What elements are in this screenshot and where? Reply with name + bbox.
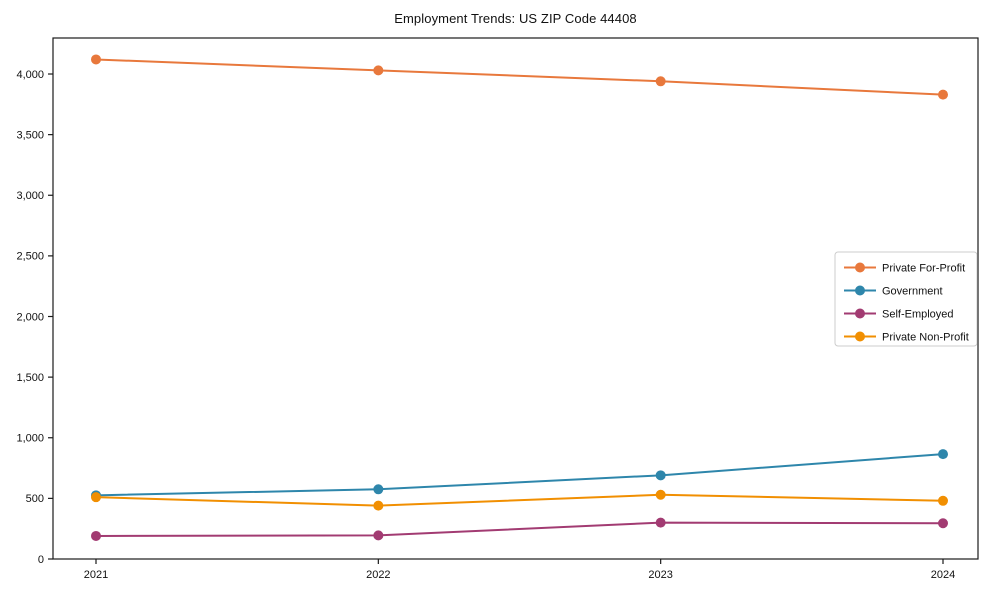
series-self-employed [91, 517, 948, 541]
data-point-private-for-profit-2024 [938, 89, 948, 100]
legend-item-private-for-profit: Private For-Profit [844, 262, 965, 274]
series-private-non-profit [91, 489, 948, 511]
series-line-private-for-profit [95, 58, 944, 96]
y-axis-tick-label: 2,500 [16, 251, 44, 263]
y-axis-tick-label: 1,500 [16, 372, 44, 384]
x-axis-tick-label: 2024 [931, 569, 955, 581]
data-point-self-employed-2023 [655, 517, 666, 528]
legend-item-label: Self-Employed [882, 308, 954, 320]
data-point-private-for-profit-2022 [373, 65, 384, 76]
legend-box [834, 251, 978, 347]
legend-marker [855, 285, 865, 296]
data-point-government-2024 [938, 449, 948, 460]
data-point-private-non-profit-2023 [655, 489, 666, 500]
legend-item-label: Private For-Profit [882, 262, 965, 274]
data-point-private-for-profit-2021 [91, 54, 101, 65]
legend-marker [855, 308, 865, 319]
x-axis-tick-label: 2021 [84, 569, 108, 581]
y-axis-tick-label: 500 [26, 493, 44, 505]
legend: Private For-Profit Government Self-Employe… [834, 251, 978, 347]
x-axis-tick-label: 2023 [648, 569, 672, 581]
data-point-self-employed-2022 [373, 530, 384, 541]
data-point-private-non-profit-2024 [938, 495, 948, 506]
legend-item-private-non-profit: Private Non-Profit [844, 331, 969, 343]
series-line-government [95, 453, 944, 497]
y-axis-tick-label: 3,500 [16, 129, 44, 141]
legend-item-label: Government [882, 285, 943, 297]
legend-item-label: Private Non-Profit [882, 331, 969, 343]
legend-item-self-employed: Self-Employed [844, 308, 954, 320]
chart-title: Employment Trends: US ZIP Code 44408 [394, 11, 637, 26]
data-point-government-2022 [373, 484, 384, 495]
legend-marker [855, 262, 865, 273]
series-line-private-non-profit [95, 493, 944, 507]
x-axis-tick-label: 2022 [366, 569, 390, 581]
data-point-private-for-profit-2023 [655, 76, 666, 87]
y-axis-tick-label: 4,000 [16, 69, 44, 81]
data-point-government-2023 [655, 470, 666, 481]
series-government [91, 449, 948, 501]
data-point-private-non-profit-2022 [373, 500, 384, 511]
data-point-self-employed-2024 [938, 518, 948, 529]
y-axis-tick-label: 3,000 [16, 190, 44, 202]
data-point-self-employed-2021 [91, 530, 101, 541]
plot-border [52, 37, 979, 560]
y-axis-tick-label: 2,000 [16, 311, 44, 323]
series-line-self-employed [95, 521, 944, 537]
legend-marker [855, 331, 865, 342]
y-axis-tick-label: 0 [38, 554, 44, 566]
series-private-for-profit [91, 54, 948, 100]
data-point-private-non-profit-2021 [91, 492, 101, 503]
legend-item-government: Government [844, 285, 943, 297]
y-axis-tick-label: 1,000 [16, 433, 44, 445]
